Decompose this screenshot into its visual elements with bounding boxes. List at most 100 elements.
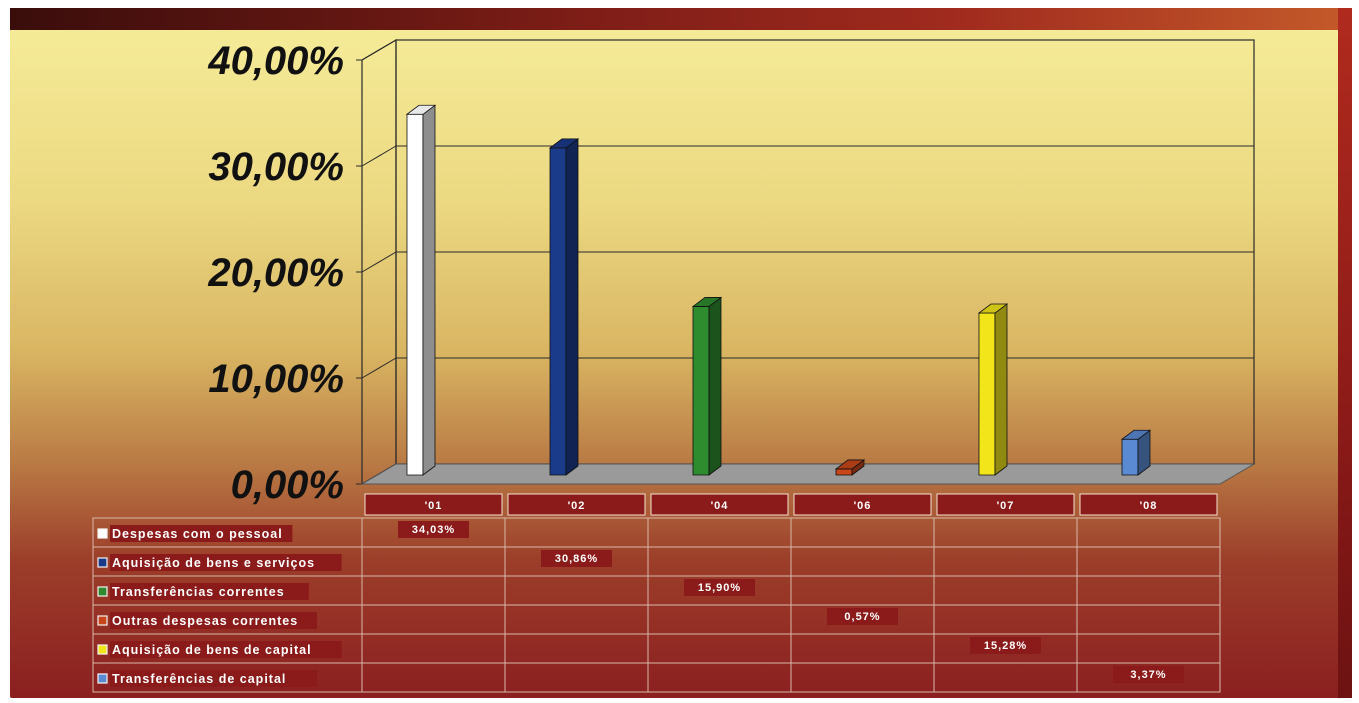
category-label: '07 [997, 500, 1015, 512]
table-cell [647, 604, 792, 635]
category-label: '08 [1140, 500, 1158, 512]
data-label-bg [827, 608, 898, 625]
table-cell [1076, 604, 1221, 635]
table-cell [790, 662, 935, 693]
table-cell [1076, 633, 1221, 664]
category-label: '06 [854, 500, 872, 512]
y-tick-label: 40,00% [207, 39, 344, 83]
category-header-cell [364, 493, 503, 516]
table-cell [647, 633, 792, 664]
category-label: '02 [568, 500, 586, 512]
legend-label: Transferências de capital [112, 672, 286, 686]
table-cell [933, 546, 1078, 577]
category-label: '04 [711, 500, 729, 512]
bar-side [994, 303, 1008, 476]
bar-side [708, 296, 722, 476]
legend-label: Aquisição de bens de capital [112, 643, 312, 657]
category-header-cell [793, 493, 932, 516]
bar-side [422, 104, 436, 476]
table-cell [933, 575, 1078, 606]
bar-top [548, 138, 580, 149]
table-cell [361, 662, 506, 693]
table-cell [361, 575, 506, 606]
bar-side [565, 138, 579, 476]
bar-front [835, 468, 853, 476]
bar [834, 459, 866, 476]
data-label-bg [1113, 666, 1184, 683]
bar-top [691, 297, 723, 307]
bar [977, 303, 1009, 476]
table-cell [647, 546, 792, 577]
side-gridline [361, 145, 397, 167]
bar-front [406, 113, 424, 476]
category-label: '01 [425, 500, 443, 512]
data-label-bg [541, 550, 612, 567]
category-header-cell [936, 493, 1075, 516]
table-cell [1076, 662, 1221, 693]
table-cell [504, 662, 649, 693]
legend-key [97, 586, 108, 597]
legend-key [97, 557, 108, 568]
legend-label-bg [110, 670, 317, 687]
bar-front [549, 147, 567, 476]
data-label: 30,86% [555, 553, 598, 565]
legend-label: Despesas com o pessoal [112, 527, 283, 541]
bar-top [405, 104, 437, 115]
bar-front [978, 312, 996, 476]
table-cell [790, 575, 935, 606]
data-label: 3,37% [1130, 669, 1166, 681]
bar-top [977, 303, 1009, 314]
legend-label-bg [110, 583, 309, 600]
table-cell [504, 517, 649, 548]
data-label-bg [970, 637, 1041, 654]
legend-label-bg [110, 525, 293, 542]
data-label: 15,28% [984, 640, 1027, 652]
legend-key [97, 673, 108, 684]
bar-top [1120, 429, 1152, 440]
floor [360, 463, 1256, 485]
legend-label: Outras despesas correntes [112, 614, 298, 628]
data-label-bg [684, 579, 755, 596]
category-header-cell [650, 493, 789, 516]
bar [1120, 429, 1152, 476]
table-cell [504, 604, 649, 635]
bar [691, 296, 723, 476]
side-gridline [361, 39, 397, 61]
legend-label-bg [110, 554, 342, 571]
y-tick-label: 30,00% [208, 145, 344, 189]
data-label: 15,90% [698, 582, 741, 594]
data-label: 0,57% [844, 611, 880, 623]
y-tick-label: 0,00% [231, 463, 344, 507]
legend-label: Aquisição de bens e serviços [112, 556, 315, 570]
legend-label-bg [110, 641, 342, 658]
table-cell [1076, 546, 1221, 577]
category-header-cell [507, 493, 646, 516]
category-header-cell [1079, 493, 1218, 516]
table-cell [933, 604, 1078, 635]
table-cell [647, 517, 792, 548]
table-cell [933, 662, 1078, 693]
table-cell [790, 633, 935, 664]
table-cell [504, 575, 649, 606]
legend-label-bg [110, 612, 317, 629]
table-cell [790, 517, 935, 548]
table-cell [647, 662, 792, 693]
table-cell [1076, 575, 1221, 606]
legend-key [97, 528, 108, 539]
table-cell [790, 546, 935, 577]
table-cell [361, 604, 506, 635]
legend-label: Transferências correntes [112, 585, 285, 599]
table-cell [504, 633, 649, 664]
y-tick-label: 20,00% [207, 251, 344, 295]
bar-front [692, 306, 710, 476]
table-cell [1076, 517, 1221, 548]
bar [405, 104, 437, 476]
bar-top [834, 459, 866, 470]
legend-key [97, 615, 108, 626]
data-label-bg [398, 521, 469, 538]
side-gridline [361, 357, 397, 379]
table-cell [933, 517, 1078, 548]
side-gridline [361, 251, 397, 273]
